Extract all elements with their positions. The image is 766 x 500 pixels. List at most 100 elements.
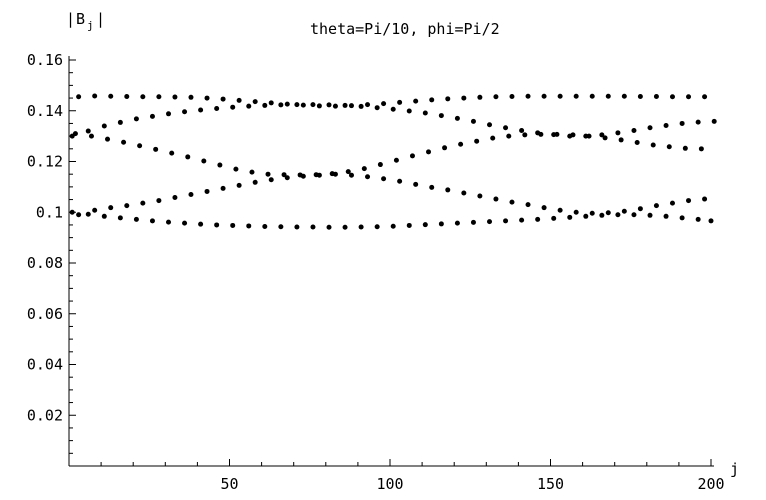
data-point (422, 110, 428, 116)
data-point (188, 94, 194, 100)
data-point (605, 210, 611, 216)
data-point (663, 122, 669, 128)
data-point (615, 130, 621, 136)
data-point (230, 104, 236, 110)
data-point (332, 103, 338, 109)
data-point (461, 95, 467, 101)
data-point (695, 216, 701, 222)
data-point (278, 224, 284, 230)
data-point (605, 93, 611, 99)
data-point (397, 178, 403, 184)
data-point (686, 198, 692, 204)
data-point (702, 94, 708, 100)
data-point (172, 94, 178, 100)
data-point (470, 118, 476, 124)
data-point (300, 173, 306, 179)
data-point (217, 162, 223, 168)
data-point (525, 93, 531, 99)
data-point (634, 139, 640, 145)
data-point (653, 94, 659, 100)
data-point (567, 214, 573, 220)
series-5 (69, 209, 714, 230)
data-point (201, 158, 207, 164)
data-point (390, 223, 396, 229)
data-point (230, 222, 236, 228)
data-point (185, 154, 191, 160)
x-ticks: 50 100 150 200 (100, 459, 725, 493)
data-point (583, 213, 589, 219)
data-point (252, 179, 258, 185)
data-point (105, 136, 111, 142)
data-point (149, 218, 155, 224)
data-point (663, 213, 669, 219)
data-point (117, 119, 123, 125)
data-point (133, 116, 139, 122)
data-point (708, 218, 714, 224)
data-point (92, 207, 98, 213)
data-point (88, 133, 94, 139)
data-point (246, 103, 252, 109)
data-point (397, 99, 403, 105)
data-point (72, 131, 78, 137)
data-point (262, 102, 268, 108)
axes (68, 56, 714, 467)
data-point (300, 102, 306, 108)
data-point (503, 218, 509, 224)
data-point (348, 172, 354, 178)
data-point (358, 103, 364, 109)
data-point (570, 132, 576, 138)
data-point (631, 128, 637, 134)
data-point (599, 132, 605, 138)
data-point (198, 221, 204, 227)
data-point (249, 169, 255, 175)
data-point (621, 93, 627, 99)
data-point (682, 145, 688, 151)
data-point (166, 219, 172, 225)
data-point (377, 162, 383, 168)
data-point (326, 224, 332, 230)
data-point (669, 200, 675, 206)
data-point (294, 224, 300, 230)
data-point (554, 131, 560, 137)
data-point (551, 215, 557, 221)
x-tick-label: 50 (220, 475, 238, 493)
data-point (519, 128, 525, 134)
y-tick-label: 0.1 (36, 203, 63, 221)
data-point (182, 109, 188, 115)
data-point (637, 94, 643, 100)
data-point (666, 144, 672, 150)
y-tick-label: 0.06 (27, 305, 63, 323)
data-point (108, 93, 114, 99)
data-point (541, 93, 547, 99)
y-axis-label: | B j | (66, 10, 105, 32)
data-point (268, 177, 274, 183)
y-ticks: 0.02 0.04 0.06 0.08 0.1 0.12 0.14 0.16 (27, 51, 76, 454)
data-point (631, 212, 637, 218)
data-point (679, 215, 685, 221)
data-point (284, 175, 290, 181)
data-point (503, 125, 509, 131)
data-point (493, 196, 499, 202)
data-point (695, 119, 701, 125)
data-point (214, 222, 220, 228)
data-point (365, 174, 371, 180)
data-point (538, 131, 544, 137)
data-point (573, 209, 579, 215)
data-point (711, 118, 717, 124)
data-point (342, 224, 348, 230)
y-label-bar-left: | (66, 10, 75, 28)
data-point (294, 102, 300, 108)
data-point (326, 102, 332, 108)
data-point (647, 125, 653, 131)
data-point (557, 93, 563, 99)
data-point (153, 146, 159, 152)
data-point (332, 171, 338, 177)
data-point (647, 212, 653, 218)
data-point (409, 153, 415, 159)
data-point (204, 95, 210, 101)
data-point (252, 99, 258, 105)
data-point (101, 213, 107, 219)
x-axis-label: j (730, 460, 739, 478)
data-point (316, 172, 322, 178)
